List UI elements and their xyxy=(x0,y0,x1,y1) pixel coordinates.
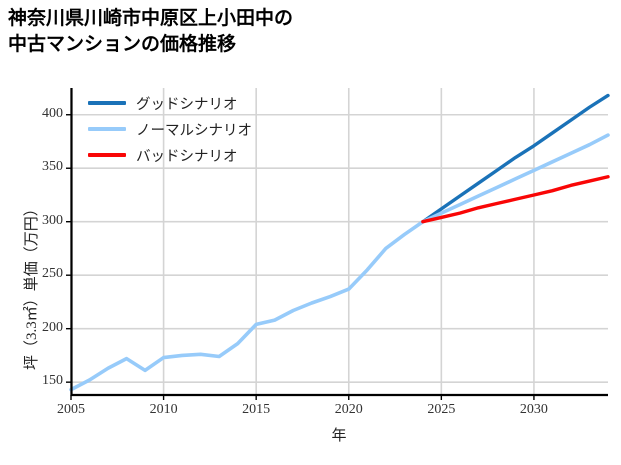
chart-x-tick-marks xyxy=(70,395,535,400)
legend-swatch-normal xyxy=(88,127,126,131)
y-tick-label-400: 400 xyxy=(42,105,63,121)
x-tick-label-2020: 2020 xyxy=(334,402,363,417)
legend-swatch-bad xyxy=(88,153,126,157)
chart-y-tick-marks xyxy=(66,114,71,383)
legend-label-good: グッドシナリオ xyxy=(136,96,238,113)
y-tick-label-350: 350 xyxy=(42,159,63,175)
y-tick-label-200: 200 xyxy=(42,319,63,335)
legend-item-normal[interactable]: ノーマルシナリオ xyxy=(88,116,298,142)
y-tick-label-300: 300 xyxy=(42,212,63,228)
legend-label-bad: バッドシナリオ xyxy=(136,148,238,165)
x-tick-label-2010: 2010 xyxy=(149,402,178,417)
x-tick-label-2005: 2005 xyxy=(57,402,85,417)
chart-legend: グッドシナリオ ノーマルシナリオ バッドシナリオ xyxy=(88,90,298,168)
chart-series-lines xyxy=(69,93,610,392)
y-tick-label-150: 150 xyxy=(42,373,63,389)
x-tick-label-2025: 2025 xyxy=(427,402,456,417)
x-tick-label-2030: 2030 xyxy=(519,402,548,417)
legend-swatch-good xyxy=(88,101,126,105)
chart-title: 神奈川県川崎市中原区上小田中の 中古マンションの価格推移 xyxy=(8,8,294,55)
chart-x-axis-title: 年 xyxy=(331,428,347,444)
chart-y-axis-title: 坪（3.3㎡）単価（万円） xyxy=(24,201,40,370)
legend-item-good[interactable]: グッドシナリオ xyxy=(88,90,298,116)
y-tick-label-250: 250 xyxy=(42,266,63,282)
x-tick-label-2015: 2015 xyxy=(242,402,271,417)
legend-item-bad[interactable]: バッドシナリオ xyxy=(88,142,298,168)
legend-label-normal: ノーマルシナリオ xyxy=(136,122,252,139)
